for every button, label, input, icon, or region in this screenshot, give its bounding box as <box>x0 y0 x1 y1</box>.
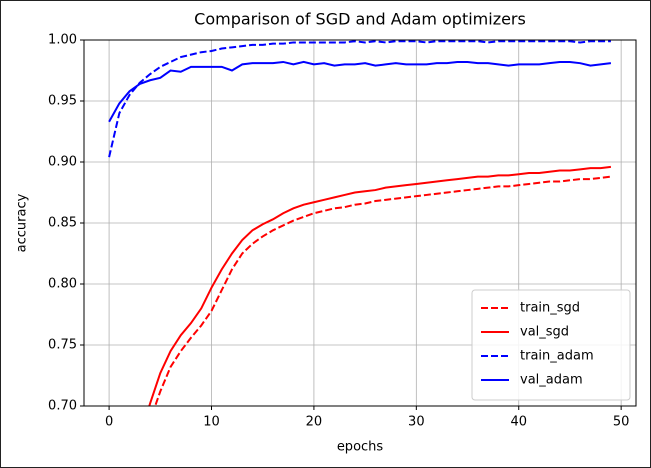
y-tick-label: 0.95 <box>48 94 77 109</box>
series-line <box>108 60 612 123</box>
y-tick-label: 0.75 <box>48 338 77 353</box>
x-axis-label: epochs <box>337 440 384 455</box>
y-tick-label: 0.85 <box>48 216 77 231</box>
plot-lines <box>108 40 612 406</box>
x-tick-label: 40 <box>510 415 527 430</box>
legend-label: train_adam <box>520 349 594 364</box>
x-tick-label: 20 <box>306 415 323 430</box>
y-tick-label: 1.00 <box>48 33 77 48</box>
plot-frame <box>83 39 637 407</box>
y-tick-label: 0.70 <box>48 399 77 414</box>
x-tick-label: 0 <box>105 415 113 430</box>
y-axis-label: accuracy <box>15 193 30 252</box>
y-tick-label: 0.80 <box>48 277 77 292</box>
series-line <box>108 40 611 158</box>
x-tick-label: 50 <box>613 415 630 430</box>
y-tick-label: 0.90 <box>48 155 77 170</box>
series-line <box>148 165 612 406</box>
x-tick-label: 30 <box>408 415 425 430</box>
legend-label: val_adam <box>520 373 583 388</box>
legend-label: train_sgd <box>520 301 580 316</box>
series-line <box>154 175 612 406</box>
legend-box <box>471 289 631 401</box>
x-tick-label: 10 <box>203 415 220 430</box>
legend-label: val_sgd <box>520 325 569 340</box>
chart-title: Comparison of SGD and Adam optimizers <box>194 10 526 29</box>
